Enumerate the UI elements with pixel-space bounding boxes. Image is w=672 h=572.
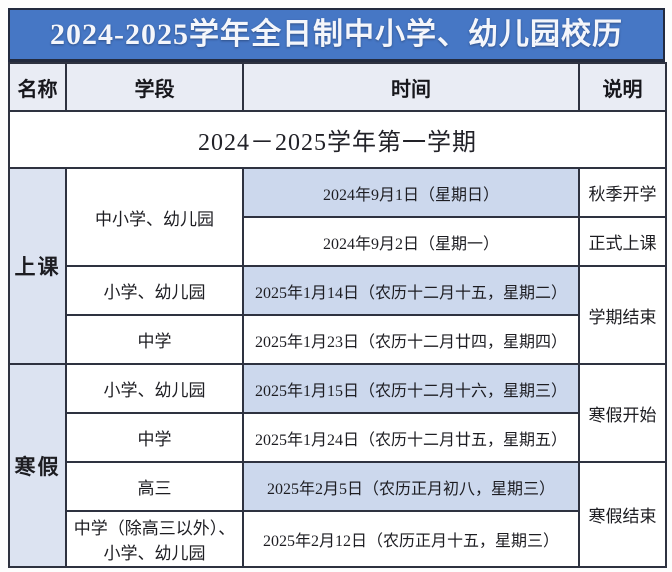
stage-cell: 中学 [65, 314, 244, 365]
stage-cell: 中小学、幼儿园 [65, 167, 244, 267]
stage-cell: 中学 [65, 412, 244, 463]
note-cell: 学期结束 [578, 265, 667, 365]
col-header-time: 时间 [242, 62, 580, 112]
table-row: 中学 2025年1月23日（农历十二月廿四，星期四） [9, 314, 666, 365]
time-cell: 2025年1月14日（农历十二月十五，星期二） [242, 265, 580, 316]
col-header-stage: 学段 [65, 62, 244, 112]
table-row: 中学 2025年1月24日（农历十二月廿五，星期五） [9, 412, 666, 463]
time-cell: 2025年1月15日（农历十二月十六，星期三） [242, 363, 580, 414]
stage-cell: 中学（除高三以外）、小学、幼儿园 [65, 510, 244, 568]
note-cell: 秋季开学 [578, 167, 667, 218]
stage-cell: 小学、幼儿园 [65, 265, 244, 316]
time-cell: 2025年2月12日（农历正月十五，星期三） [242, 510, 580, 568]
stage-cell: 高三 [65, 461, 244, 512]
time-cell: 2024年9月2日（星期一） [242, 216, 580, 267]
time-cell: 2024年9月1日（星期日） [242, 167, 580, 218]
semester-header-row: 2024－2025学年第一学期 [8, 110, 667, 169]
section-name-classes: 上课 [8, 167, 67, 365]
stage-cell: 小学、幼儿园 [65, 363, 244, 414]
table-row: 小学、幼儿园 2025年1月14日（农历十二月十五，星期二） 学期结束 [9, 265, 667, 365]
table-row: 上课 中小学、幼儿园 2024年9月1日（星期日） 秋季开学 [8, 167, 667, 365]
note-cell: 正式上课 [578, 216, 667, 267]
time-cell: 2025年1月24日（农历十二月廿五，星期五） [242, 412, 580, 463]
col-header-name: 名称 [8, 62, 67, 112]
table-row: 2024年9月2日（星期一） 正式上课 [9, 216, 667, 267]
time-cell: 2025年1月23日（农历十二月廿四，星期四） [242, 314, 580, 365]
column-header-row: 名称 学段 时间 说明 [8, 62, 667, 112]
col-header-note: 说明 [578, 62, 667, 112]
table-row: 高三 2025年2月5日（农历正月初八，星期三） 寒假结束 [9, 461, 667, 568]
table-row: 寒假 小学、幼儿园 2025年1月15日（农历十二月十六，星期三） 寒假开始 [8, 363, 667, 568]
page-title: 2024-2025学年全日制中小学、幼儿园校历 [8, 8, 665, 62]
semester-header: 2024－2025学年第一学期 [8, 110, 667, 169]
note-cell: 寒假结束 [578, 461, 667, 568]
table-row: 中学（除高三以外）、小学、幼儿园 2025年2月12日（农历正月十五，星期三） [9, 510, 666, 568]
note-cell: 寒假开始 [578, 363, 667, 463]
time-cell: 2025年2月5日（农历正月初八，星期三） [242, 461, 580, 512]
calendar-table: 名称 学段 时间 说明 2024－2025学年第一学期 上课 中小学、幼儿园 2… [8, 62, 667, 568]
section-name-winter-vacation: 寒假 [8, 363, 67, 568]
